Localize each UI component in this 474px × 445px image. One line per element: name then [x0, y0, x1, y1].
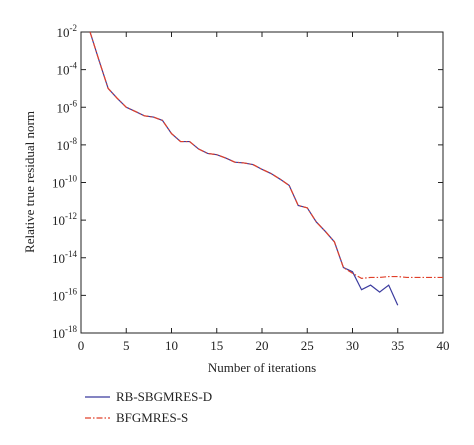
y-tick-label: 10-14 [52, 249, 77, 266]
y-tick-label: 10-4 [57, 61, 78, 78]
y-tick-label: 10-18 [52, 324, 77, 341]
x-tick-label: 15 [210, 338, 223, 353]
x-axis-label: Number of iterations [208, 360, 316, 375]
x-tick-label: 25 [301, 338, 314, 353]
y-tick-label: 10-6 [57, 98, 78, 115]
y-tick-label: 10-16 [52, 286, 77, 303]
legend-label: BFGMRES-S [116, 410, 188, 425]
legend-label: RB-SBGMRES-D [116, 389, 212, 404]
series-line [89, 31, 443, 280]
x-tick-label: 0 [78, 338, 85, 353]
x-tick-label: 30 [346, 338, 359, 353]
x-tick-label: 35 [391, 338, 404, 353]
x-tick-label: 5 [123, 338, 130, 353]
y-axis-label: Relative true residual norm [22, 111, 37, 253]
series-line [89, 31, 399, 306]
x-tick-label: 40 [437, 338, 450, 353]
y-tick-label: 10-10 [52, 174, 77, 191]
x-tick-label: 10 [165, 338, 178, 353]
y-tick-label: 10-2 [57, 23, 78, 40]
y-tick-label: 10-8 [57, 136, 78, 153]
y-tick-label: 10-12 [52, 211, 77, 228]
x-tick-label: 20 [256, 338, 269, 353]
plot-frame [80, 31, 444, 334]
